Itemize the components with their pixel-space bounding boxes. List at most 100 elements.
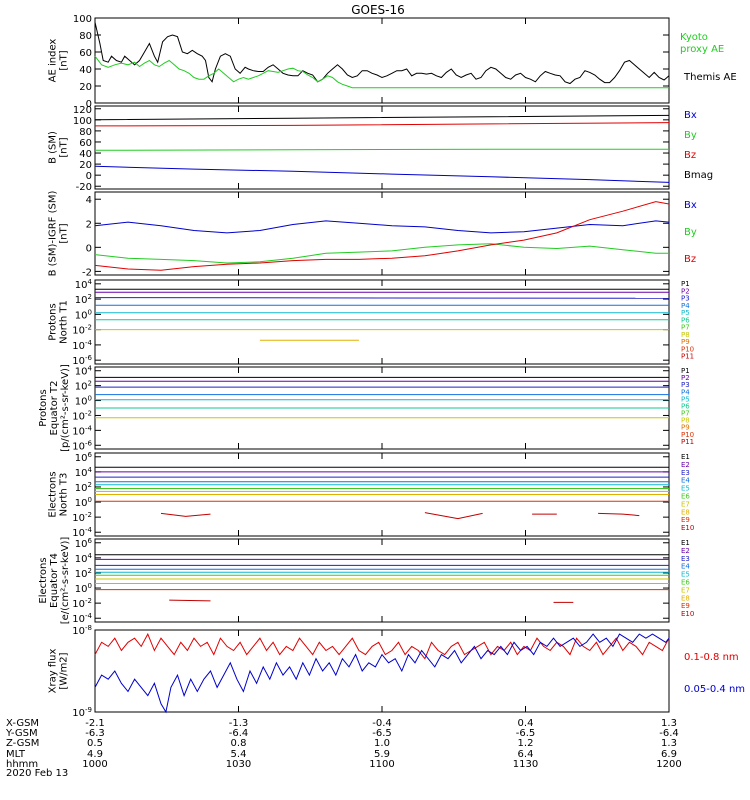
panel-frame xyxy=(94,105,670,190)
y-tick-label-0-base: 10 xyxy=(72,441,85,452)
channel-label-e4: E4 xyxy=(681,477,690,485)
y-tick-label-2: 10-2 xyxy=(72,324,92,337)
series-line-p3 xyxy=(94,297,670,299)
y-tick-label-5: 80 xyxy=(79,127,92,138)
y-tick-label-0: 10-9 xyxy=(72,706,92,719)
y-tick-label-5: 106 xyxy=(75,451,93,464)
y-tick-label-4-base: 10 xyxy=(75,382,88,393)
channel-label-p7: P7 xyxy=(681,324,690,332)
x-tick-value: -6.5 xyxy=(372,728,392,739)
channel-label-p11: P11 xyxy=(681,353,694,361)
panel-frame xyxy=(94,17,670,104)
x-tick-value: -0.4 xyxy=(372,718,392,729)
channel-label-e7: E7 xyxy=(681,586,690,594)
y-tick-label-4-exp: 4 xyxy=(88,466,93,474)
y-tick-label-0-base: 10 xyxy=(72,708,85,719)
x-tick-value: -1.3 xyxy=(229,718,249,729)
y-tick-label-5: 104 xyxy=(75,365,93,378)
y-tick-label-5-base: 10 xyxy=(75,539,88,550)
x-tick-value: 1200 xyxy=(656,759,681,770)
series-line-by xyxy=(94,243,669,264)
channel-label-e2: E2 xyxy=(681,461,690,469)
x-tick-value: -6.4 xyxy=(229,728,249,739)
channel-label-p2: P2 xyxy=(681,374,690,382)
y-tick-label-4-exp: 2 xyxy=(88,293,92,301)
y-tick-label-0-exp: -4 xyxy=(85,612,93,620)
y-axis-label: Xray flux xyxy=(48,649,59,694)
channel-label-e8: E8 xyxy=(681,594,690,602)
y-tick-label-3: 102 xyxy=(75,567,92,580)
series-line-e10b xyxy=(424,512,483,520)
y-axis-label: [e/(cm²-s-sr-keV)] xyxy=(60,537,71,625)
y-tick-label-4: 80 xyxy=(79,31,92,42)
y-tick-label-0-base: 10 xyxy=(72,356,85,367)
y-tick-label-3: 100 xyxy=(75,308,92,321)
channel-label-p6: P6 xyxy=(681,402,690,410)
y-tick-label-4: 102 xyxy=(75,293,92,306)
x-tick-value: -6.5 xyxy=(516,728,536,739)
y-tick-label-5: 104 xyxy=(75,278,93,291)
y-tick-label-2-base: 10 xyxy=(75,584,88,595)
y-tick-label-1: 10-2 xyxy=(72,511,92,524)
y-tick-label-4: 104 xyxy=(75,552,93,565)
y-tick-label-0-base: 10 xyxy=(72,614,85,625)
y-tick-label-1: 10-2 xyxy=(72,597,92,610)
legend-entry: Kyoto xyxy=(680,32,708,43)
legend-entry: Themis AE xyxy=(683,72,737,83)
channel-label-p11: P11 xyxy=(681,438,694,446)
y-tick-label-3: 60 xyxy=(79,48,92,59)
channel-label-p2: P2 xyxy=(681,287,690,295)
y-tick-label-3-exp: 2 xyxy=(88,567,92,575)
y-tick-label-0: 10-4 xyxy=(72,526,92,539)
x-tick-value: 0.8 xyxy=(231,738,247,749)
y-tick-label-0-exp: -6 xyxy=(85,354,93,362)
x-tick-value: -6.4 xyxy=(659,728,679,739)
channel-label-p9: P9 xyxy=(681,338,690,346)
series-line-e10 xyxy=(160,512,211,517)
y-tick-label-1: 10-4 xyxy=(72,424,92,437)
y-tick-label-0-exp: -6 xyxy=(85,439,93,447)
y-tick-label-3: 40 xyxy=(79,149,92,160)
y-tick-label-5-exp: 4 xyxy=(88,278,93,286)
y-tick-label-5: 100 xyxy=(73,14,92,25)
y-tick-label-1: 10-8 xyxy=(72,624,92,637)
y-axis-label: B (SM) xyxy=(48,131,59,164)
y-tick-label-1: 10-4 xyxy=(72,339,92,352)
channel-label-e8: E8 xyxy=(681,508,690,516)
y-tick-label-0-exp: -9 xyxy=(85,706,92,714)
y-tick-label-2-exp: 0 xyxy=(88,582,92,590)
panel-frame xyxy=(94,191,670,276)
y-tick-label-0: 10-6 xyxy=(72,439,92,452)
x-tick-value: 6.4 xyxy=(518,749,534,760)
y-tick-label-3-exp: 2 xyxy=(88,481,92,489)
x-axis-row-label: X-GSM xyxy=(6,718,39,729)
channel-label-e5: E5 xyxy=(681,485,690,493)
series-line-bx xyxy=(94,220,670,234)
y-tick-label-3: 102 xyxy=(75,481,92,494)
y-tick-label-2-base: 10 xyxy=(72,326,85,337)
legend-entry: By xyxy=(684,227,697,238)
y-tick-label-2: 100 xyxy=(75,496,92,509)
y-tick-label-0: -20 xyxy=(76,182,92,193)
series-line-e10d xyxy=(598,512,640,517)
y-tick-label-1-exp: -2 xyxy=(85,597,92,605)
channel-label-p7: P7 xyxy=(681,410,690,418)
channel-label-p3: P3 xyxy=(681,381,690,389)
y-tick-label-4-base: 10 xyxy=(75,554,88,565)
y-tick-label-0: 0 xyxy=(86,99,92,110)
x-tick-value: 0.5 xyxy=(87,738,103,749)
series-line-bmag xyxy=(94,114,670,121)
y-axis-label: Equator T2 xyxy=(49,381,60,436)
panel-bdiff: -2 0 2 4 B (SM)-IGRF (SM) [nT] Bx By Bz xyxy=(48,191,697,279)
x-tick-value: 1.0 xyxy=(374,738,390,749)
y-tick-label-5-exp: 4 xyxy=(88,365,93,373)
channel-label-p3: P3 xyxy=(681,295,690,303)
legend-entry: Bx xyxy=(684,110,697,121)
x-tick-value: 1.2 xyxy=(518,738,534,749)
y-tick-label-0: -2 xyxy=(82,267,92,278)
